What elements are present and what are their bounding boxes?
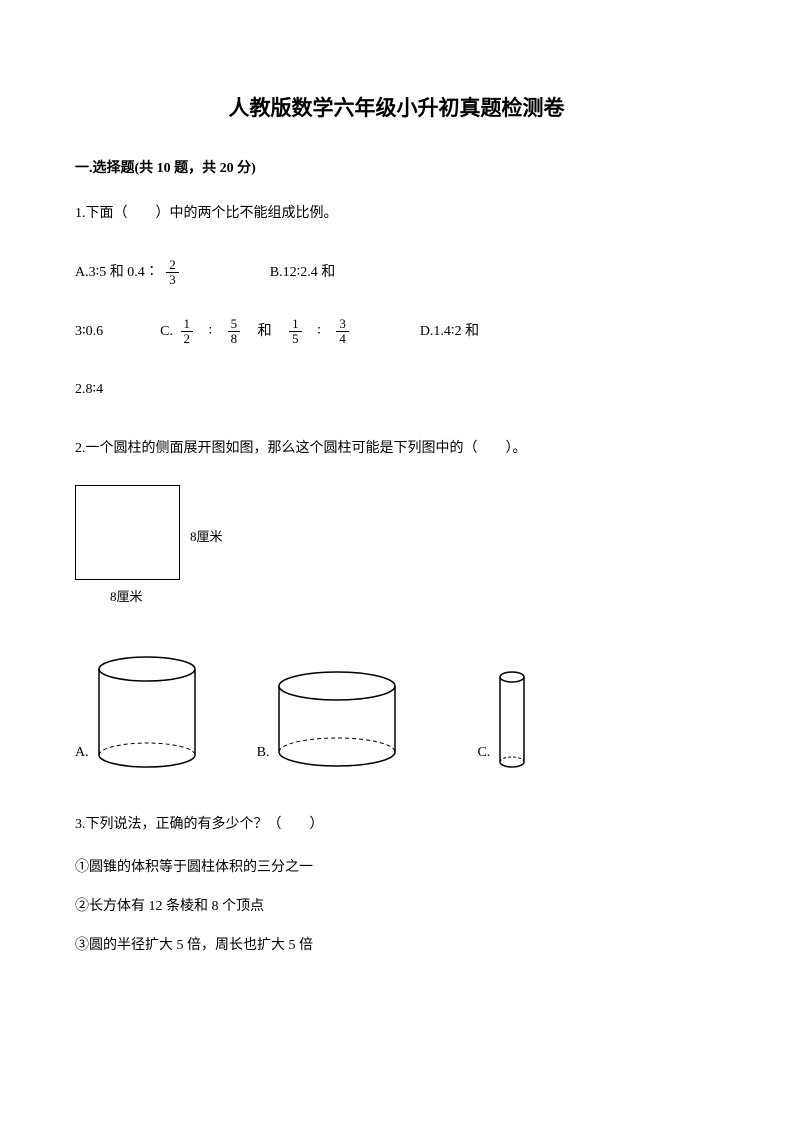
q2-optB-label: B. [257,740,270,770]
q1-c-f1-den: 2 [181,332,194,346]
q3-item1: ①圆锥的体积等于圆柱体积的三分之一 [75,855,718,880]
question-1: 1.下面（ ）中的两个比不能组成比例。 A.3∶5 和 0.4∶ 2 3 B.1… [75,199,718,406]
section-1-header: 一.选择题(共 10 题，共 20 分) [75,156,718,181]
q1-line3-text: 2.8∶4 [75,382,103,397]
fraction-icon: 1 2 [181,317,194,347]
q1-options-line3: 2.8∶4 [75,375,718,406]
cylinder-c-icon [498,670,526,770]
fraction-icon: 5 8 [228,317,241,347]
colon-text: ∶ [317,324,321,339]
q1-optA-text: A.3∶5 和 0.4∶ [75,265,159,280]
cylinder-a-icon [97,655,197,770]
q2-optC-label: C. [477,740,490,770]
q1-c-f4-den: 4 [336,332,349,346]
and-text: 和 [258,324,272,339]
q1-optA-den: 3 [166,273,179,287]
q2-option-c: C. [477,670,526,770]
q1-options-line2: 3∶0.6 C. 1 2 ∶ 5 8 和 1 5 ∶ 3 4 D.1.4∶2 和 [75,317,718,348]
q1-c-f1-num: 1 [181,317,194,332]
q1-optA-num: 2 [166,258,179,273]
square-label-bottom: 8厘米 [110,585,143,608]
q3-item2: ②长方体有 12 条棱和 8 个顶点 [75,894,718,919]
q1-optC-label: C. [160,324,173,339]
square-shape-icon [75,485,180,580]
q3-item3: ③圆的半径扩大 5 倍，周长也扩大 5 倍 [75,933,718,958]
square-diagram: 8厘米 8厘米 [75,485,275,615]
q1-line2-prefix: 3∶0.6 [75,324,103,339]
q1-options-line1: A.3∶5 和 0.4∶ 2 3 B.12∶2.4 和 [75,258,718,289]
q1-c-f3-num: 1 [289,317,302,332]
q3-stem: 3.下列说法，正确的有多少个？（ ） [75,810,718,841]
q1-stem: 1.下面（ ）中的两个比不能组成比例。 [75,199,718,230]
q1-c-f4-num: 3 [336,317,349,332]
q2-cylinder-options: A. B. C. [75,655,718,770]
q2-optA-label: A. [75,740,89,770]
fraction-icon: 3 4 [336,317,349,347]
exam-title: 人教版数学六年级小升初真题检测卷 [75,90,718,128]
q1-c-f3-den: 5 [289,332,302,346]
colon-text: ∶ [209,324,213,339]
question-3: 3.下列说法，正确的有多少个？（ ） ①圆锥的体积等于圆柱体积的三分之一 ②长方… [75,810,718,958]
question-2: 2.一个圆柱的侧面展开图如图，那么这个圆柱可能是下列图中的（ ）。 8厘米 8厘… [75,434,718,770]
q1-c-f2-den: 8 [228,332,241,346]
q2-option-b: B. [257,670,398,770]
q2-stem: 2.一个圆柱的侧面展开图如图，那么这个圆柱可能是下列图中的（ ）。 [75,434,718,465]
fraction-icon: 1 5 [289,317,302,347]
q1-optB-text: B.12∶2.4 和 [270,265,335,280]
cylinder-b-icon [277,670,397,770]
fraction-icon: 2 3 [166,258,179,288]
q1-c-f2-num: 5 [228,317,241,332]
q2-option-a: A. [75,655,197,770]
square-label-right: 8厘米 [190,525,223,548]
q1-optD-text: D.1.4∶2 和 [420,324,479,339]
